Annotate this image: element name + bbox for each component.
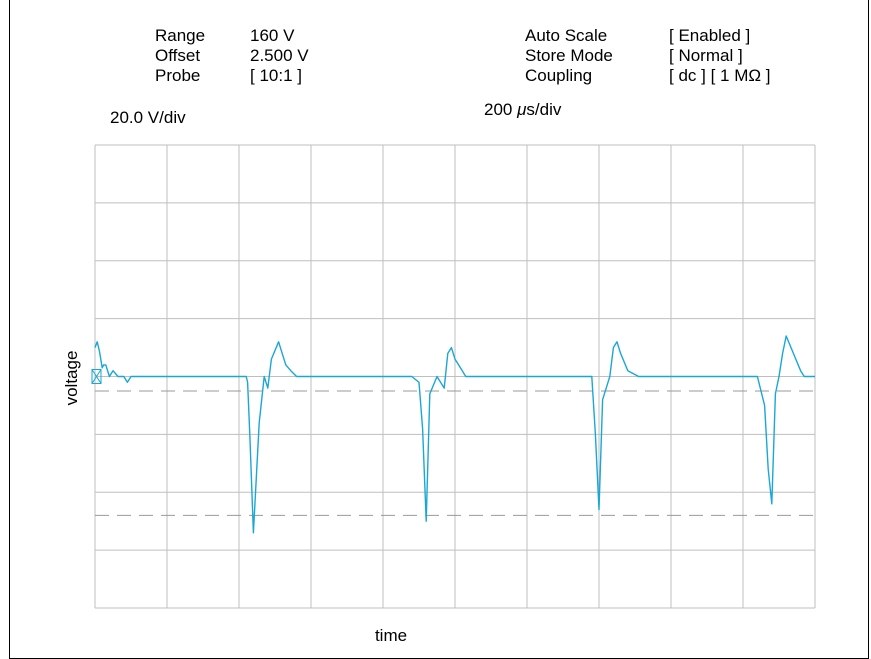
offset-label: Offset (155, 46, 201, 65)
x-axis-label: time (375, 626, 407, 645)
auto-scale-label: Auto Scale (525, 26, 608, 45)
vertical-scale: 20.0 V/div (110, 108, 186, 127)
store-mode-label: Store Mode (525, 46, 613, 65)
range-value: 160 V (250, 26, 295, 45)
ground-marker-box (91, 369, 102, 384)
store-mode-value: [ Normal ] (669, 46, 743, 65)
y-axis-label: voltage (62, 351, 81, 406)
offset-value: 2.500 V (250, 46, 309, 65)
trace-layer (94, 335, 815, 534)
reference-levels (95, 390, 815, 516)
signal-trace (94, 335, 815, 534)
auto-scale-value: [ Enabled ] (669, 26, 751, 45)
horizontal-scale: 200 μs/div (484, 100, 562, 119)
probe-value: [ 10:1 ] (250, 66, 302, 85)
coupling-value: [ dc ] [ 1 MΩ ] (669, 66, 771, 85)
horizontal-scale-mu: μ (517, 100, 527, 119)
ground-marker (91, 369, 102, 384)
coupling-label: Coupling (525, 66, 593, 85)
ground-marker-cross (91, 369, 102, 384)
probe-label: Probe (155, 66, 201, 85)
range-label: Range (155, 26, 206, 45)
